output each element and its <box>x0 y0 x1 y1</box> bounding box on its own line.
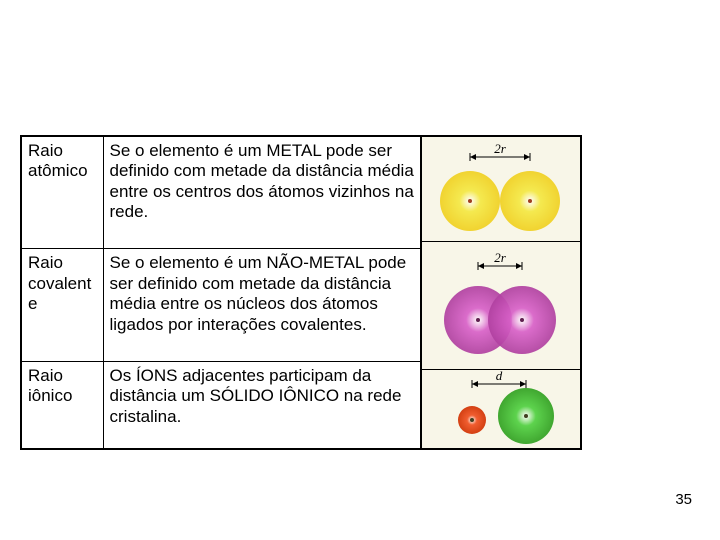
ionic-svg: d <box>422 370 580 448</box>
row-label: Raio iônico <box>21 361 103 449</box>
atomic-radius-diagram: 2r <box>422 137 580 242</box>
svg-text:2r: 2r <box>494 250 507 265</box>
ionic-radius-diagram: d <box>422 370 580 448</box>
table-row: Raio iônico Os ÍONS adjacentes participa… <box>21 361 421 449</box>
main-content: Raio atômico Se o elemento é um METAL po… <box>20 135 582 450</box>
row-desc: Se o elemento é um METAL pode ser defini… <box>103 136 421 249</box>
atomic-svg: 2r <box>422 137 580 242</box>
row-label: Raio atômico <box>21 136 103 249</box>
row-label: Raio covalente <box>21 249 103 361</box>
table-row: Raio covalente Se o elemento é um NÃO-ME… <box>21 249 421 361</box>
page-number: 35 <box>675 491 692 508</box>
covalent-radius-diagram: 2r <box>422 242 580 370</box>
svg-text:d: d <box>496 370 503 383</box>
row-desc: Se o elemento é um NÃO-METAL pode ser de… <box>103 249 421 361</box>
radius-table: Raio atômico Se o elemento é um METAL po… <box>20 135 422 450</box>
diagram-column: 2r 2r d <box>422 135 582 450</box>
row-desc: Os ÍONS adjacentes participam da distânc… <box>103 361 421 449</box>
table-row: Raio atômico Se o elemento é um METAL po… <box>21 136 421 249</box>
covalent-svg: 2r <box>422 242 580 370</box>
svg-text:2r: 2r <box>494 141 507 156</box>
